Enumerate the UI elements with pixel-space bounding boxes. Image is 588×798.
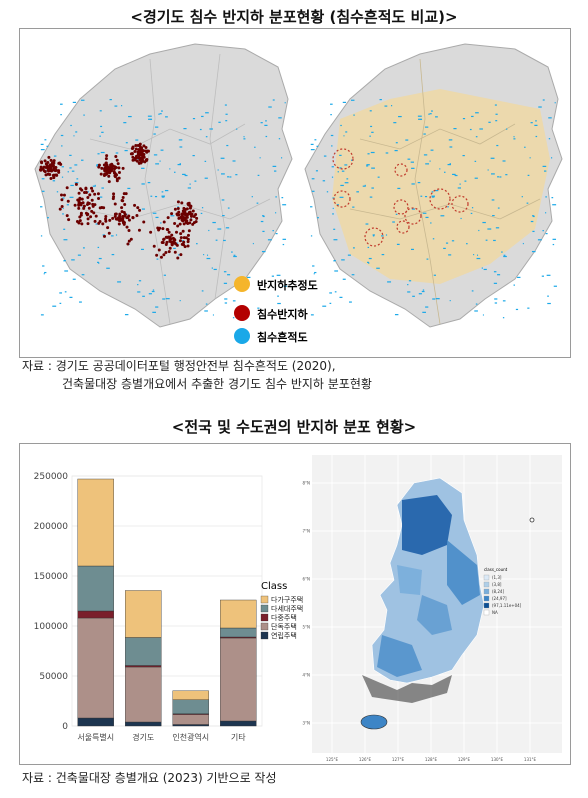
bar-segment xyxy=(172,690,209,701)
bottom-figure-title: <전국 및 수도권의 반지하 분포 현황> xyxy=(171,418,417,436)
y-tick-label: 100000 xyxy=(34,622,69,632)
map-lat-label: 36°N xyxy=(302,577,310,582)
x-tick-label: 기타 xyxy=(231,733,246,742)
map-legend-swatch xyxy=(483,609,490,616)
legend-swatch xyxy=(260,631,269,640)
bar-segment xyxy=(125,721,162,727)
map-legend-swatch xyxy=(483,574,490,581)
gyeonggi-maps: 반지하추정도 침수반지하 침수흔적도 xyxy=(34,43,563,344)
map-legend-label: (8,24] xyxy=(492,589,504,594)
stacked-bar-chart: 서울특별시 경기도 인천광역시 기타 0 50000 100000 150000 200000… xyxy=(34,472,304,742)
right-map-basement-estimate xyxy=(304,43,563,328)
legend-dot-flood-trace xyxy=(234,328,250,344)
legend-label: 연립주택 xyxy=(271,631,297,640)
bar-segment xyxy=(77,565,114,612)
legend-swatch xyxy=(260,622,269,631)
bar-segment xyxy=(125,637,162,666)
y-tick-label: 0 xyxy=(62,722,68,732)
map-legend-label: NA xyxy=(492,610,498,615)
bar-segment xyxy=(220,637,257,722)
bar-segment xyxy=(220,627,257,638)
bar-segment xyxy=(172,714,209,725)
legend-dot-estimate xyxy=(234,276,250,292)
x-tick-label: 경기도 xyxy=(132,732,154,742)
map-lon-label: 127°E xyxy=(392,757,405,762)
map-lon-label: 129°E xyxy=(458,757,471,762)
map-legend-label: (1,3] xyxy=(492,575,502,580)
legend-dot-flooded-basement xyxy=(234,305,250,321)
jeju-island xyxy=(360,714,388,730)
map-legend-label: (97,1.11e+04] xyxy=(492,603,522,608)
map-lat-label: 33°N xyxy=(302,721,310,726)
map-legend-label: (3,8] xyxy=(492,582,502,587)
map-lon-label: 131°E xyxy=(524,757,537,762)
map-legend-swatch xyxy=(483,588,490,595)
bar-segment xyxy=(77,617,114,719)
top-source-line-2: 건축물대장 층별개요에서 추출한 경기도 침수 반지하 분포현황 xyxy=(62,377,372,391)
map-legend: 반지하추정도 침수반지하 침수흔적도 xyxy=(234,276,318,344)
bar-segment xyxy=(125,666,162,723)
map-legend-title: class_count xyxy=(484,567,508,572)
left-map-flooded-basements xyxy=(34,43,293,328)
top-source-line-1: 자료 : 경기도 공공데이터포털 행정안전부 침수흔적도 (2020), xyxy=(22,359,336,373)
map-lat-label: 37°N xyxy=(302,529,310,534)
bar-segment xyxy=(125,665,162,668)
map-lat-label: 34°N xyxy=(302,673,310,678)
legend-label: 다중주택 xyxy=(271,613,297,622)
map-lon-label: 128°E xyxy=(425,757,438,762)
legend-label: 다세대주택 xyxy=(271,604,303,613)
y-tick-label: 50000 xyxy=(39,672,68,682)
legend-swatch xyxy=(260,595,269,604)
legend-label-flood-trace: 침수흔적도 xyxy=(257,330,308,344)
bar-segment xyxy=(125,590,162,638)
bar-segment xyxy=(220,599,257,629)
map-lon-label: 126°E xyxy=(359,757,372,762)
legend-label-flooded-basement: 침수반지하 xyxy=(257,307,308,321)
top-figure-title: <경기도 침수 반지하 분포현황 (침수흔적도 비교)> xyxy=(130,8,458,26)
map-lat-label: 38°N xyxy=(302,481,310,486)
map-lon-label: 130°E xyxy=(491,757,504,762)
bar-segment xyxy=(220,720,257,727)
x-tick-label: 서울특별시 xyxy=(77,732,114,742)
bar-segment xyxy=(77,717,114,727)
legend-label: 다가구주택 xyxy=(271,595,303,604)
map-lat-label: 35°N xyxy=(302,625,310,630)
bar-segment xyxy=(172,699,209,715)
gyeonggi-map-panel: 반지하추정도 침수반지하 침수흔적도 xyxy=(19,28,571,358)
highlight-circles xyxy=(332,148,469,247)
legend-swatch xyxy=(260,613,269,622)
bar-segment xyxy=(172,724,209,727)
legend-swatch xyxy=(260,604,269,613)
map-lon-label: 125°E xyxy=(326,757,339,762)
y-tick-label: 150000 xyxy=(34,572,69,582)
legend-label-estimate: 반지하추정도 xyxy=(257,278,318,292)
map-legend-swatch xyxy=(483,602,490,609)
x-tick-label: 인천광역시 xyxy=(172,732,209,742)
legend-title: Class xyxy=(261,581,287,592)
map-legend-swatch xyxy=(483,595,490,602)
bar-segment xyxy=(77,478,114,567)
bottom-source: 자료 : 건축물대장 층별개요 (2023) 기반으로 작성 xyxy=(22,771,277,785)
y-tick-label: 250000 xyxy=(34,472,69,482)
nationwide-panel: 서울특별시 경기도 인천광역시 기타 0 50000 100000 150000 200000… xyxy=(19,443,571,765)
korea-map: 38°N 37°N 36°N 35°N 34°N 33°N 125°E 126°E 127°E… xyxy=(302,455,562,762)
y-tick-label: 200000 xyxy=(34,522,69,532)
bar-segment xyxy=(77,610,114,619)
map-legend-label: (24,97] xyxy=(492,596,507,601)
map-legend-swatch xyxy=(483,581,490,588)
legend-label: 단독주택 xyxy=(271,622,297,631)
south-korea-landmass xyxy=(371,477,485,684)
